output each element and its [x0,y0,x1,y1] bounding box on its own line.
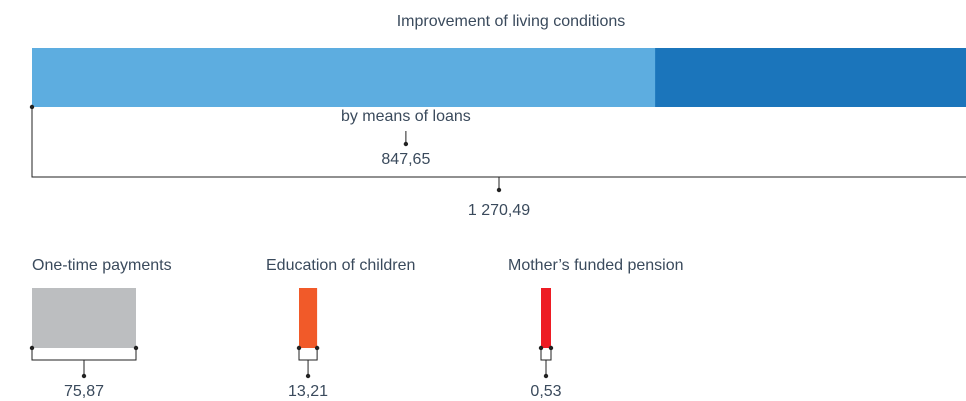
loans-value: 847,65 [381,151,430,168]
dot [543,373,549,379]
value-label: 13,21 [288,383,328,400]
value-label: 75,87 [64,383,104,400]
category-label: One-time payments [32,257,172,274]
dot [548,345,554,351]
dot [29,104,35,110]
dot [403,141,409,147]
dot [305,373,311,379]
loans-bar [32,48,656,107]
main-title: Improvement of living conditions [397,13,626,30]
bar [541,288,551,348]
bracket [298,348,318,361]
dot [133,345,139,351]
dot [29,345,35,351]
bracket [31,348,137,361]
dot [296,345,302,351]
bar [32,288,136,348]
category-label: Education of children [266,257,415,274]
main-value: 1 270,49 [468,202,530,219]
bar [299,288,318,348]
bracket [31,107,966,178]
category-label: Mother’s funded pension [508,257,684,274]
dot [314,345,320,351]
loans-label: by means of loans [341,108,471,125]
bracket [540,348,552,361]
value-label: 0,53 [530,383,561,400]
dot [538,345,544,351]
dot [496,187,502,193]
dot [81,373,87,379]
